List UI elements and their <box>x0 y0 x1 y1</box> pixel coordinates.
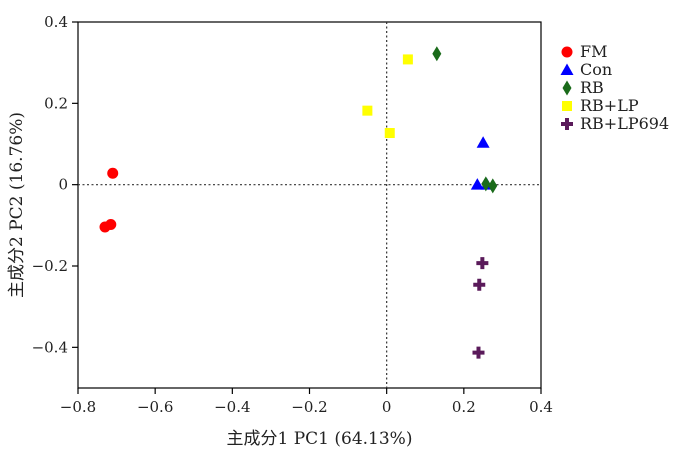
point-con <box>470 178 484 190</box>
x-tick-label: −0.8 <box>60 398 96 416</box>
point-rb <box>488 178 498 194</box>
legend-label-fm: FM <box>580 42 607 61</box>
point-fm <box>107 167 119 179</box>
point-con <box>476 136 490 148</box>
x-tick-label: 0.4 <box>529 398 553 416</box>
data-points <box>99 46 498 359</box>
point-rb-lp <box>384 128 395 139</box>
legend-label-rb: RB <box>580 78 604 97</box>
plot-frame <box>77 21 542 389</box>
point-rb-lp <box>362 105 373 116</box>
legend-label-con: Con <box>580 60 612 79</box>
point-rb <box>432 46 442 62</box>
y-axis-title: 主成分2 PC2 (16.76%) <box>7 112 27 298</box>
x-tick-label: 0 <box>382 398 392 416</box>
y-tick-label: −0.2 <box>32 257 68 275</box>
y-tick-label: −0.4 <box>32 338 68 356</box>
point-rb <box>481 176 491 192</box>
y-tick-label: 0.2 <box>44 94 68 112</box>
legend-marker-rb-lp <box>562 101 572 111</box>
legend-marker-rb-lp694 <box>561 118 573 130</box>
legend-label-rb-lp: RB+LP <box>580 96 639 115</box>
y-axis: −0.4 −0.2 0 0.2 0.4 <box>32 13 78 356</box>
x-tick-label: −0.2 <box>291 398 327 416</box>
point-rb-lp694 <box>473 278 486 291</box>
point-fm <box>105 219 117 231</box>
y-tick-label: 0 <box>58 176 68 194</box>
point-rb-lp <box>402 54 413 65</box>
x-tick-label: −0.4 <box>214 398 250 416</box>
legend-marker-fm <box>561 46 573 58</box>
plot-area <box>77 21 542 389</box>
x-axis-title: 主成分1 PC1 (64.13%) <box>227 429 413 449</box>
point-rb-lp694 <box>472 346 485 359</box>
y-tick-label: 0.4 <box>44 13 68 31</box>
x-axis: −0.8 −0.6 −0.4 −0.2 0 0.2 0.4 <box>60 388 553 416</box>
legend-label-rb-lp694: RB+LP694 <box>580 114 669 133</box>
legend-marker-con <box>560 63 574 75</box>
x-tick-label: 0.2 <box>452 398 476 416</box>
x-tick-label: −0.6 <box>137 398 173 416</box>
legend-marker-rb <box>562 80 572 96</box>
point-rb-lp694 <box>476 257 489 270</box>
